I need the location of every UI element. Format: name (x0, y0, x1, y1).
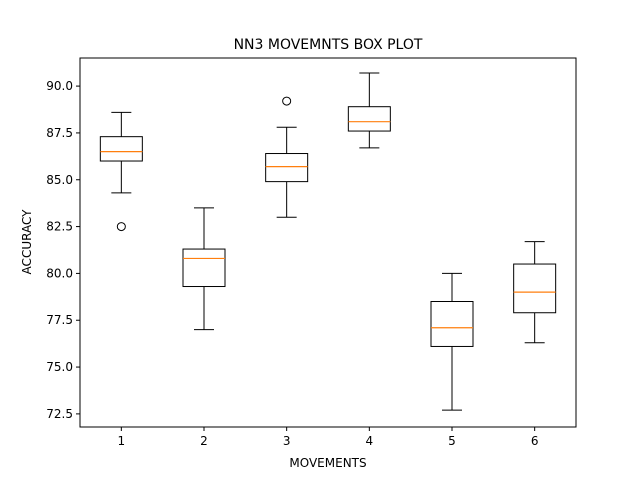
x-tick-label: 2 (200, 434, 208, 448)
box-iqr (182, 248, 226, 288)
y-tick-label: 72.5 (46, 407, 73, 421)
box-group-2 (182, 207, 226, 331)
plot-frame (79, 57, 577, 428)
y-tick-label: 87.5 (46, 126, 73, 140)
box-iqr (513, 263, 557, 314)
y-tick-label: 75.0 (46, 360, 73, 374)
box-iqr (265, 153, 309, 183)
x-axis-label: MOVEMENTS (289, 456, 366, 470)
box-group-1 (99, 111, 143, 232)
x-axis: 1 2 3 4 5 6 (118, 427, 539, 448)
x-tick-label: 1 (118, 434, 126, 448)
box-group-4 (347, 72, 391, 149)
y-axis: 72.5 75.0 77.5 80.0 82.5 85.0 87.5 90.0 (46, 79, 80, 421)
box-group-6 (513, 241, 557, 344)
x-tick-label: 3 (283, 434, 291, 448)
x-tick-label: 5 (448, 434, 456, 448)
y-tick-label: 77.5 (46, 313, 73, 327)
y-tick-label: 85.0 (46, 173, 73, 187)
box-iqr (99, 136, 143, 162)
box-group-5 (430, 272, 474, 411)
x-tick-label: 4 (366, 434, 374, 448)
boxes-layer (99, 72, 557, 411)
x-tick-label: 6 (531, 434, 539, 448)
outlier-point (282, 96, 292, 106)
y-tick-label: 90.0 (46, 79, 73, 93)
y-tick-label: 80.0 (46, 266, 73, 280)
y-tick-label: 82.5 (46, 220, 73, 234)
box-iqr (347, 106, 391, 132)
y-axis-label: ACCURACY (20, 209, 34, 275)
box-group-3 (265, 96, 309, 218)
chart-title: NN3 MOVEMNTS BOX PLOT (234, 37, 423, 53)
outlier-point (116, 222, 126, 232)
box-iqr (430, 301, 474, 347)
